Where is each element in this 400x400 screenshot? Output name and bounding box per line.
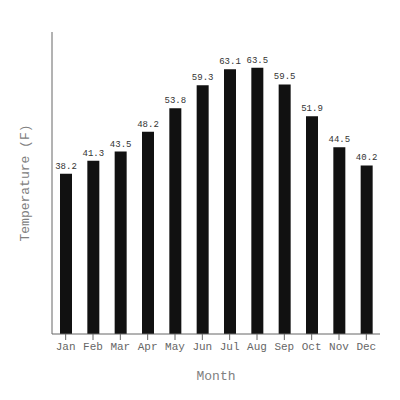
svg-text:63.5: 63.5 — [247, 56, 269, 66]
svg-text:Aug: Aug — [247, 341, 267, 353]
svg-text:51.9: 51.9 — [301, 104, 323, 114]
svg-text:Feb: Feb — [83, 341, 103, 353]
svg-text:43.5: 43.5 — [110, 140, 132, 150]
svg-text:40.2: 40.2 — [356, 153, 378, 163]
svg-text:44.5: 44.5 — [329, 135, 351, 145]
svg-text:41.3: 41.3 — [83, 149, 105, 159]
svg-text:Month: Month — [196, 369, 235, 384]
svg-text:Jan: Jan — [56, 341, 76, 353]
svg-text:Jul: Jul — [220, 341, 240, 353]
svg-text:48.2: 48.2 — [137, 120, 159, 130]
svg-text:Nov: Nov — [329, 341, 349, 353]
svg-text:Oct: Oct — [302, 341, 322, 353]
svg-text:Mar: Mar — [110, 341, 130, 353]
svg-text:Jun: Jun — [192, 341, 212, 353]
svg-text:Apr: Apr — [138, 341, 158, 353]
svg-text:63.1: 63.1 — [219, 57, 241, 67]
svg-text:53.8: 53.8 — [165, 96, 187, 106]
svg-text:Temperature (F): Temperature (F) — [18, 124, 33, 241]
svg-text:May: May — [165, 341, 185, 353]
svg-text:Sep: Sep — [274, 341, 294, 353]
svg-text:Dec: Dec — [356, 341, 376, 353]
svg-text:38.2: 38.2 — [55, 162, 77, 172]
svg-text:59.5: 59.5 — [274, 72, 296, 82]
svg-text:59.3: 59.3 — [192, 73, 214, 83]
